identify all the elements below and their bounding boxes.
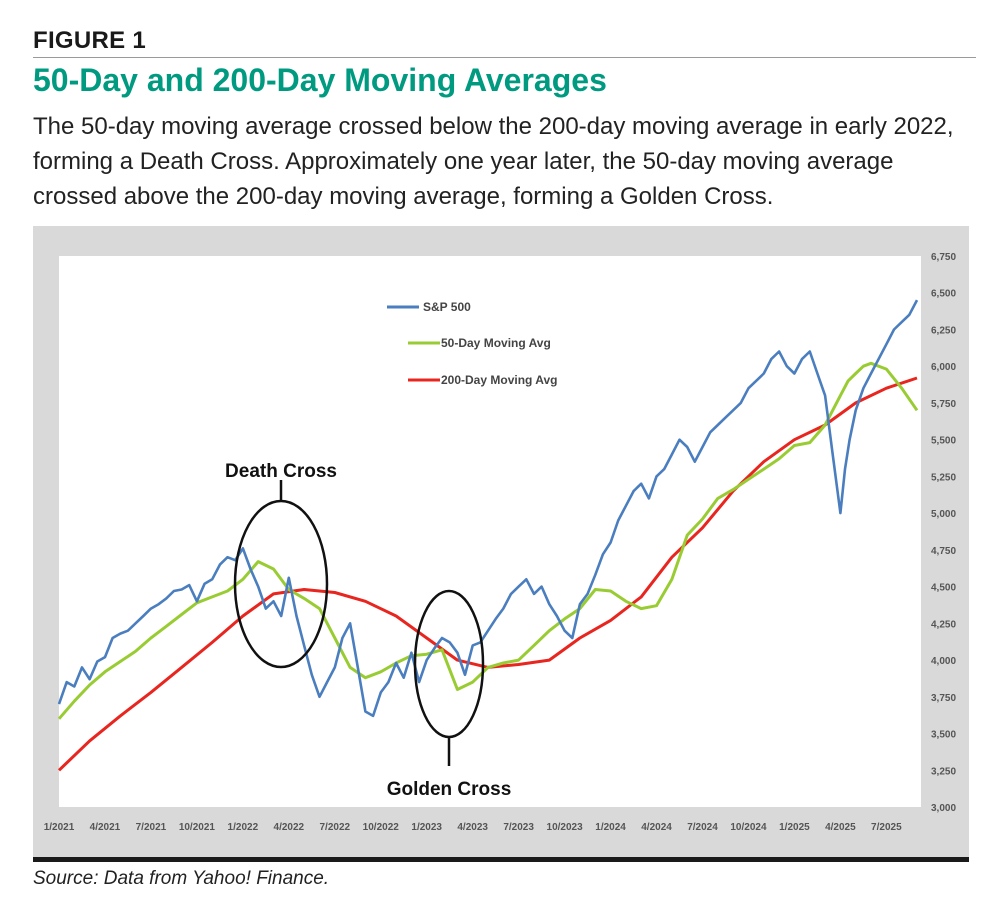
series-line-ma50 — [57, 361, 919, 720]
y-tick-label: 5,250 — [931, 472, 956, 483]
x-tick-label: 7/2023 — [503, 822, 534, 833]
figure-label: FIGURE 1 — [33, 27, 147, 54]
y-tick-label: 5,500 — [931, 436, 956, 447]
x-tick-label: 10/2022 — [363, 822, 400, 833]
source-note: Source: Data from Yahoo! Finance. — [33, 868, 330, 889]
y-tick-label: 6,000 — [931, 362, 956, 373]
x-tick-label: 7/2025 — [871, 822, 902, 833]
y-tick-label: 3,000 — [931, 803, 956, 814]
x-tick-label: 1/2022 — [228, 822, 259, 833]
chart-panel: 3,000 3,250 3,500 3,750 4,000 4,250 4,500 4,750… — [33, 226, 969, 857]
x-tick-label: 4/2025 — [825, 822, 856, 833]
x-tick-label: 7/2024 — [687, 822, 718, 833]
x-tick-label: 4/2024 — [641, 822, 672, 833]
annotation-golden-cross: Golden Cross — [387, 589, 512, 800]
x-axis-ticks: 1/2021 4/2021 7/2021 10/2021 1/2022 4/2022 7/2… — [44, 822, 902, 833]
y-tick-label: 6,500 — [931, 289, 956, 300]
x-tick-label: 1/2025 — [779, 822, 810, 833]
series-layer — [57, 299, 919, 772]
figure-title: 50-Day and 200-Day Moving Averages — [33, 62, 607, 98]
y-tick-label: 5,750 — [931, 399, 956, 410]
x-tick-label: 7/2022 — [319, 822, 350, 833]
legend-label-ma200: 200-Day Moving Avg — [441, 373, 557, 387]
header-divider — [33, 57, 976, 58]
x-tick-label: 10/2023 — [547, 822, 584, 833]
moving-average-chart: 3,000 3,250 3,500 3,750 4,000 4,250 4,500 4,750… — [44, 252, 957, 833]
legend-label-sp500: S&P 500 — [423, 300, 471, 314]
y-tick-label: 4,000 — [931, 656, 956, 667]
x-tick-label: 1/2024 — [595, 822, 626, 833]
legend: S&P 500 50-Day Moving Avg 200-Day Moving… — [387, 300, 557, 387]
golden-cross-label: Golden Cross — [387, 779, 512, 800]
x-tick-label: 1/2023 — [411, 822, 442, 833]
y-tick-label: 3,750 — [931, 693, 956, 704]
x-tick-label: 1/2021 — [44, 822, 75, 833]
x-tick-label: 10/2021 — [179, 822, 216, 833]
x-tick-label: 4/2021 — [90, 822, 121, 833]
plot-area — [59, 256, 921, 807]
y-tick-label: 5,000 — [931, 509, 956, 520]
x-tick-label: 7/2021 — [136, 822, 167, 833]
x-tick-label: 4/2022 — [274, 822, 305, 833]
y-tick-label: 6,750 — [931, 252, 956, 263]
y-tick-label: 4,250 — [931, 619, 956, 630]
figure-caption: The 50-day moving average crossed below … — [33, 113, 954, 210]
y-tick-label: 6,250 — [931, 325, 956, 336]
series-line-sp500 — [57, 299, 919, 718]
y-tick-label: 3,500 — [931, 730, 956, 741]
footer-divider — [33, 857, 969, 862]
death-cross-label: Death Cross — [225, 461, 337, 482]
y-tick-label: 3,250 — [931, 766, 956, 777]
y-tick-label: 4,750 — [931, 546, 956, 557]
x-tick-label: 10/2024 — [730, 822, 767, 833]
x-tick-label: 4/2023 — [457, 822, 488, 833]
y-tick-label: 4,500 — [931, 583, 956, 594]
y-axis-ticks: 3,000 3,250 3,500 3,750 4,000 4,250 4,500 4,750… — [931, 252, 956, 814]
legend-label-ma50: 50-Day Moving Avg — [441, 336, 551, 350]
annotation-death-cross: Death Cross — [225, 461, 337, 669]
